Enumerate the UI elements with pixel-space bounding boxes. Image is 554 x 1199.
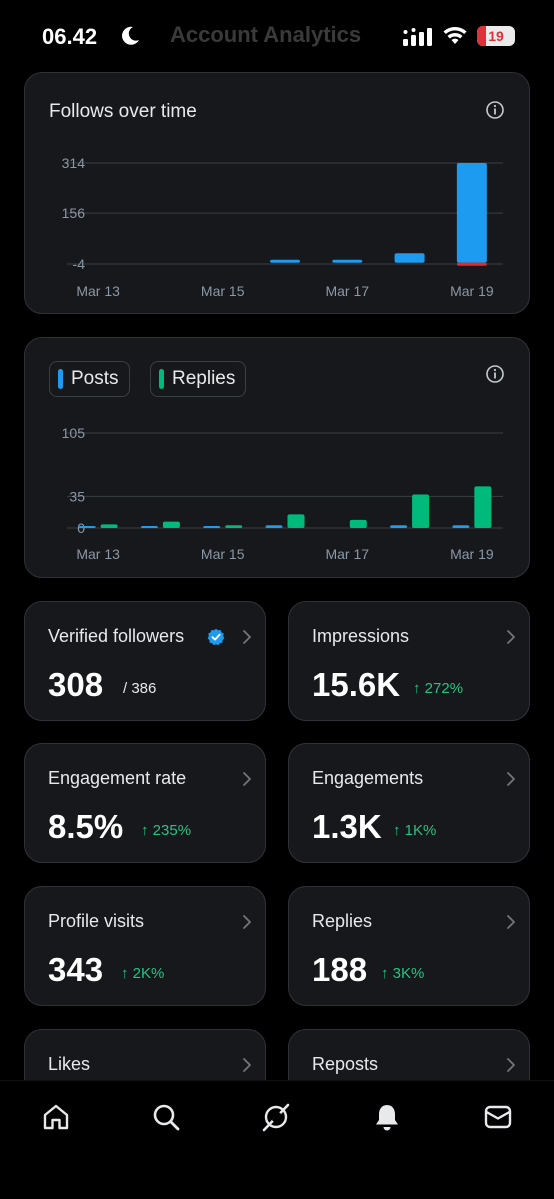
replies-swatch [159,369,164,389]
stat-label: Replies [312,911,373,931]
y-tick-label: 35 [69,488,85,504]
stat-value: 15.6K [312,666,401,703]
info-icon[interactable] [485,100,505,120]
stat-card-verified-followers[interactable]: Verified followers 308 / 386 [24,601,266,721]
stat-label: Engagements [312,768,424,788]
x-tick-label: Mar 19 [450,546,494,562]
stat-card-replies[interactable]: Replies 188 ↑ 3K% [288,886,530,1006]
stat-label: Engagement rate [48,768,187,788]
follows-chart-title: Follows over time [49,101,197,122]
grok-icon[interactable] [260,1101,292,1133]
stat-value: 308 [48,666,104,703]
battery-indicator: 19 [477,26,515,46]
x-tick-label: Mar 15 [201,283,245,299]
background-page-title: Account Analytics [170,22,362,47]
chevron-right-icon [243,772,251,786]
bottom-navigation-bar [0,1080,554,1199]
cellular-signal-icon [403,28,432,46]
stat-card-engagements[interactable]: Engagements 1.3K ↑ 1K% [288,743,530,863]
stat-label: Likes [48,1054,91,1074]
chart-bar [332,259,363,263]
chart-bar [452,525,470,528]
stat-value: 343 [48,951,104,988]
stat-label: Profile visits [48,911,145,931]
chart-bar [349,519,367,528]
messages-icon[interactable] [482,1101,514,1133]
stat-label: Impressions [312,626,410,646]
moon-icon [122,26,139,45]
y-tick-label: -4 [73,256,86,272]
chart-bar [140,526,158,528]
x-tick-label: Mar 19 [450,283,494,299]
chart-bar [456,163,487,263]
y-tick-label: 314 [62,155,86,171]
chart-bar [287,514,305,528]
chart-bar [265,525,283,528]
chevron-right-icon [507,772,515,786]
chevron-right-icon [507,1058,515,1072]
notifications-icon[interactable] [371,1101,403,1133]
chart-bar [456,262,487,266]
stat-total: / 386 [123,680,157,697]
legend-replies[interactable]: Replies [150,361,247,397]
x-tick-label: Mar 17 [325,283,369,299]
x-tick-label: Mar 13 [76,283,120,299]
posts-swatch [58,369,63,389]
search-icon[interactable] [150,1101,182,1133]
x-tick-label: Mar 15 [201,546,245,562]
stat-label: Verified followers [48,626,185,646]
legend-posts-label: Posts [71,368,119,389]
status-bar: Account Analytics 06.42 19 [0,0,554,70]
y-tick-label: 105 [62,425,86,441]
stat-card-profile-visits[interactable]: Profile visits 343 ↑ 2K% [24,886,266,1006]
stat-card-impressions[interactable]: Impressions 15.6K ↑ 272% [288,601,530,721]
chart-bar [394,253,425,263]
chart-bar [474,486,492,528]
stat-card-engagement-rate[interactable]: Engagement rate 8.5% ↑ 235% [24,743,266,863]
legend-posts[interactable]: Posts [49,361,130,397]
stat-delta: ↑ 1K% [393,822,437,839]
chart-bar [412,494,430,528]
chart-bar [225,525,243,528]
chart-bar [78,526,96,528]
follows-chart-card: Follows over time 314 156 -4 Mar 13 Mar 15 Ma… [24,72,530,314]
x-tick-label: Mar 13 [76,546,120,562]
battery-level: 19 [488,28,504,44]
stat-label: Reposts [312,1054,379,1074]
stat-delta: ↑ 2K% [121,965,165,982]
chart-bar [100,524,118,528]
y-tick-label: 156 [62,205,86,221]
status-time: 06.42 [42,24,98,49]
stat-delta: ↑ 272% [413,680,464,697]
chart-bar [270,259,300,263]
chevron-right-icon [243,630,251,644]
verified-badge-icon [207,628,225,646]
x-tick-label: Mar 17 [325,546,369,562]
chart-bar [203,526,221,528]
chevron-right-icon [507,630,515,644]
info-icon[interactable] [485,364,505,384]
stat-value: 1.3K [312,808,382,845]
stat-value: 188 [312,951,368,988]
legend-replies-label: Replies [172,368,236,389]
chart-bar [390,525,408,528]
follows-bar-chart: 314 156 -4 Mar 13 Mar 15 Mar 17 Mar 19 [62,155,503,299]
chevron-right-icon [507,915,515,929]
chart-bar [162,521,180,528]
stat-delta: ↑ 235% [141,822,192,839]
home-icon[interactable] [40,1101,72,1133]
chevron-right-icon [243,1058,251,1072]
wifi-icon [443,27,467,44]
stat-delta: ↑ 3K% [381,965,425,982]
chevron-right-icon [243,915,251,929]
stat-value: 8.5% [48,808,124,845]
